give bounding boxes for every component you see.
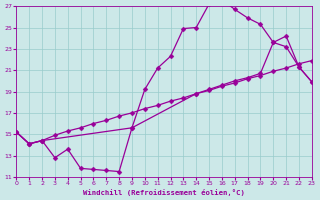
X-axis label: Windchill (Refroidissement éolien,°C): Windchill (Refroidissement éolien,°C) <box>83 189 245 196</box>
